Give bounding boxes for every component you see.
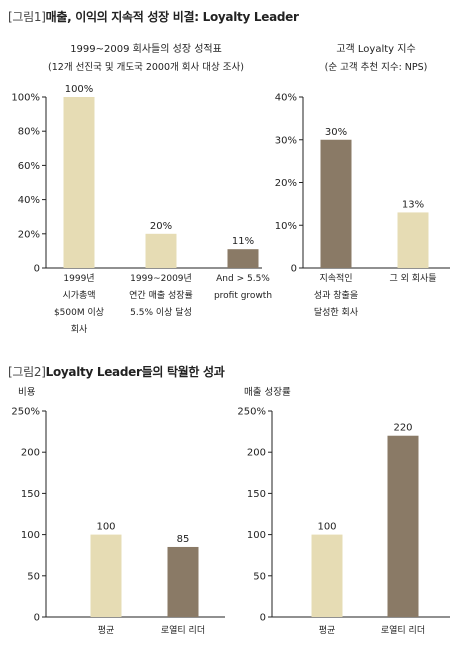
c2-subtitle: (순 고객 추천 지수: NPS) (325, 62, 428, 73)
c4-tick-label: 50 (253, 571, 266, 582)
c3-value-label: 100 (96, 522, 115, 533)
c1-tick-label: 60% (18, 161, 40, 172)
c3-category-label: 평균 (98, 625, 115, 636)
c3-ylabel: 비용 (18, 387, 36, 398)
figure2-title-text: Loyalty Leader들의 탁월한 성과 (45, 365, 225, 379)
c2-value-label: 13% (402, 199, 424, 210)
c1-tick-label: 0 (34, 264, 40, 275)
c1-title: 1999~2009 회사들의 성장 성적표 (70, 43, 222, 55)
c3-bar (167, 546, 199, 617)
c3-tick-label: 0 (34, 613, 40, 624)
c2-category-label: 그 외 회사들 (389, 272, 436, 284)
c1-tick-label: 20% (18, 229, 40, 240)
c2-category-label: 성과 창출을 (314, 290, 358, 301)
c3-tick-label: 50 (27, 571, 40, 582)
c3-tick-label: 200 (21, 448, 40, 459)
c1-category-label: 1999년 (63, 273, 94, 284)
c1-subtitle: (12개 선진국 및 개도국 2000개 회사 대상 조사) (48, 61, 244, 73)
figure1-title-text: 매출, 이익의 지속적 성장 비결: Loyalty Leader (45, 10, 299, 24)
c4-bar (311, 534, 343, 617)
c4-value-label: 220 (393, 423, 412, 434)
c2-category-label: 지속적인 (319, 272, 352, 284)
c2-tick-label: 30% (275, 135, 297, 146)
c3-bar (90, 534, 122, 617)
c2-bar (397, 212, 429, 268)
c1-value-label: 11% (232, 236, 254, 247)
c1-category-label: profit growth (214, 291, 272, 301)
c1-value-label: 20% (150, 221, 172, 232)
c1-value-label: 100% (65, 84, 94, 95)
figure2-tag: [그림2] (8, 365, 46, 379)
c2-title: 고객 Loyalty 지수 (336, 43, 415, 55)
c4-tick-label: 100 (247, 530, 266, 541)
c1-category-label: And > 5.5% (216, 274, 270, 284)
c2-category-label: 달성한 회사 (314, 306, 359, 318)
c2-tick-label: 10% (275, 221, 297, 232)
c1-bar (63, 97, 95, 268)
c1-bar (145, 233, 177, 268)
c1-category-label: $500M 이상 (54, 307, 104, 318)
c1-category-label: 시가총액 (62, 289, 95, 301)
c2-tick-label: 20% (275, 178, 297, 189)
c3-category-label: 로열티 리더 (161, 625, 205, 636)
c1-tick-label: 80% (18, 127, 40, 138)
c3-value-label: 85 (177, 534, 190, 545)
c4-bar (387, 435, 419, 617)
c2-bar (320, 139, 352, 268)
c2-tick-label: 40% (275, 93, 297, 104)
figure1-title: [그림1]매출, 이익의 지속적 성장 비결: Loyalty Leader (8, 8, 299, 25)
c1-tick-label: 100% (11, 93, 40, 104)
c2-tick-label: 0 (291, 264, 297, 275)
c4-category-label: 로열티 리더 (381, 625, 425, 636)
c4-category-label: 평균 (319, 625, 336, 636)
c4-value-label: 100 (317, 522, 336, 533)
c2-value-label: 30% (325, 127, 347, 138)
c4-tick-label: 0 (260, 613, 266, 624)
c4-tick-label: 200 (247, 448, 266, 459)
c3-tick-label: 150 (21, 489, 40, 500)
c3-tick-label: 100 (21, 530, 40, 541)
c1-bar (227, 249, 259, 268)
c1-category-label: 5.5% 이상 달성 (130, 306, 192, 318)
figure2-title: [그림2]Loyalty Leader들의 탁월한 성과 (8, 363, 225, 380)
c4-ylabel: 매출 성장률 (244, 387, 291, 398)
c1-category-label: 1999~2009년 (130, 273, 192, 284)
c4-tick-label: 150 (247, 489, 266, 500)
figure1-tag: [그림1] (8, 10, 46, 24)
c1-tick-label: 40% (18, 195, 40, 206)
c1-category-label: 회사 (71, 324, 88, 335)
c1-category-label: 연간 매출 성장률 (129, 290, 193, 301)
c4-tick-label: 250% (237, 407, 266, 418)
c3-tick-label: 250% (11, 407, 40, 418)
